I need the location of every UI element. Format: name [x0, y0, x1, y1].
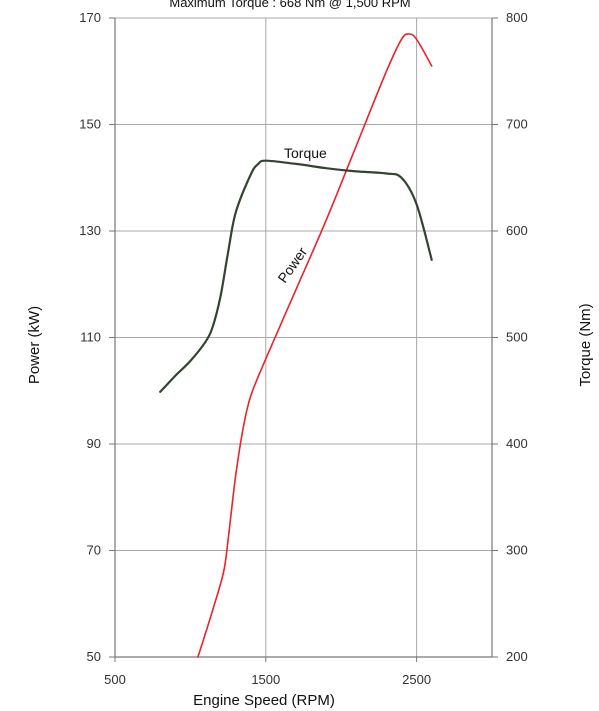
x-tick-label: 1500 — [251, 672, 280, 687]
axis-ticks: 50 70 90 110 130 150 170 200 300 400 500 600 700 800 5… — [79, 10, 527, 687]
left-tick-label: 70 — [87, 543, 101, 558]
grid-lines — [114, 17, 492, 658]
right-tick-label: 700 — [506, 117, 528, 132]
right-tick-label: 600 — [506, 223, 528, 238]
torque-series-line — [159, 159, 433, 393]
right-y-axis-title: Torque (Nm) — [577, 303, 594, 386]
left-tick-label: 110 — [80, 330, 101, 345]
left-y-axis-title: Power (kW) — [26, 306, 43, 384]
left-tick-label: 90 — [87, 436, 101, 451]
right-tick-label: 300 — [506, 543, 528, 558]
chart-title: Maximum Torque : 668 Nm @ 1,500 RPM — [169, 0, 410, 10]
x-axis-title: Engine Speed (RPM) — [193, 692, 335, 709]
x-tick-label: 2500 — [402, 672, 431, 687]
left-tick-label: 150 — [79, 117, 101, 132]
right-tick-label: 200 — [506, 649, 528, 664]
x-tick-label: 500 — [104, 672, 126, 687]
left-tick-label: 50 — [87, 649, 101, 664]
power-series-label: Power — [274, 244, 310, 286]
right-tick-label: 400 — [506, 436, 528, 451]
torque-series-label: Torque — [284, 145, 327, 161]
data-series — [159, 33, 433, 658]
left-tick-label: 130 — [79, 223, 101, 238]
right-tick-label: 800 — [506, 10, 528, 25]
right-tick-label: 500 — [506, 330, 528, 345]
left-tick-label: 170 — [79, 10, 101, 25]
power-series-line — [197, 33, 433, 658]
